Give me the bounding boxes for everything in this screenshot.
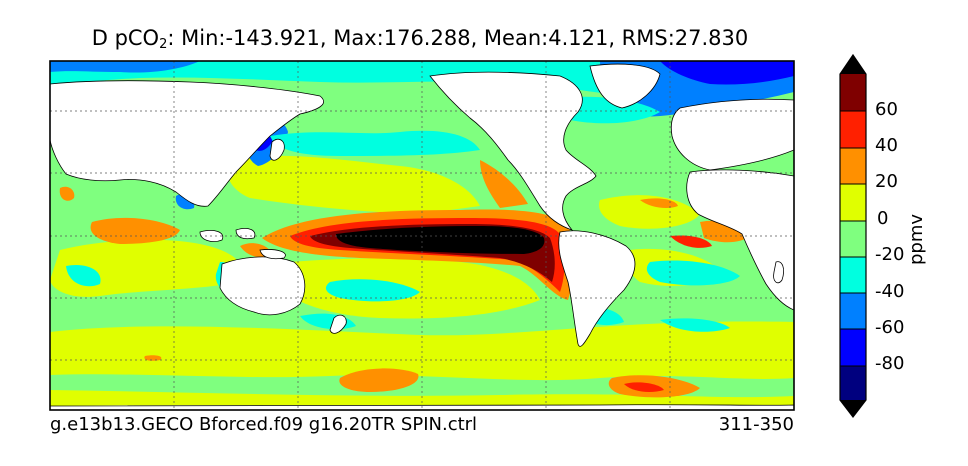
map-frame bbox=[49, 60, 795, 411]
colorbar-tick-label: 20 bbox=[875, 171, 898, 192]
colorbar-tick-label: 40 bbox=[875, 135, 898, 156]
run-name-label: g.e13b13.GECO Bforced.f09 g16.20TR SPIN.… bbox=[50, 414, 478, 435]
map-title: D pCO2: Min:-143.921, Max:176.288, Mean:… bbox=[0, 26, 840, 52]
south-pacific-orange bbox=[339, 368, 419, 392]
north-pacific-yellow bbox=[226, 155, 480, 214]
colorbar-tick-label: 60 bbox=[875, 99, 898, 120]
title-prefix: D pCO bbox=[91, 26, 160, 50]
equatorial-upwelling-core bbox=[336, 226, 545, 254]
colorbar bbox=[839, 53, 867, 418]
north-america bbox=[429, 71, 597, 231]
new-zealand bbox=[329, 314, 347, 334]
south-america bbox=[558, 230, 636, 347]
eurasia bbox=[50, 80, 325, 207]
africa bbox=[686, 169, 794, 311]
indian-ocean-orange bbox=[90, 217, 180, 244]
colorbar-tick-label: -40 bbox=[875, 281, 905, 302]
years-label: 311-350 bbox=[718, 414, 794, 435]
colorbar-tick-label: 0 bbox=[877, 208, 889, 229]
europe bbox=[670, 98, 794, 171]
colorbar-top-arrow bbox=[840, 55, 866, 74]
colorbar-tick-label: -80 bbox=[875, 353, 905, 374]
ocean-field bbox=[50, 61, 794, 410]
colorbar-unit-label: ppmv bbox=[906, 213, 927, 265]
title-stats: : Min:-143.921, Max:176.288, Mean:4.121,… bbox=[167, 26, 749, 50]
colorbar-tick-label: -60 bbox=[875, 317, 905, 338]
greenland bbox=[589, 63, 661, 109]
south-pacific-cyan bbox=[325, 279, 420, 302]
colorbar-tick-label: -20 bbox=[875, 244, 905, 265]
arctic-blue-west bbox=[50, 61, 200, 73]
title-subscript: 2 bbox=[159, 37, 168, 52]
colorbar-bottom-arrow bbox=[840, 400, 866, 417]
land-masses bbox=[50, 63, 794, 410]
north-pacific-cyan bbox=[270, 130, 480, 156]
map-gridlines bbox=[50, 61, 794, 410]
